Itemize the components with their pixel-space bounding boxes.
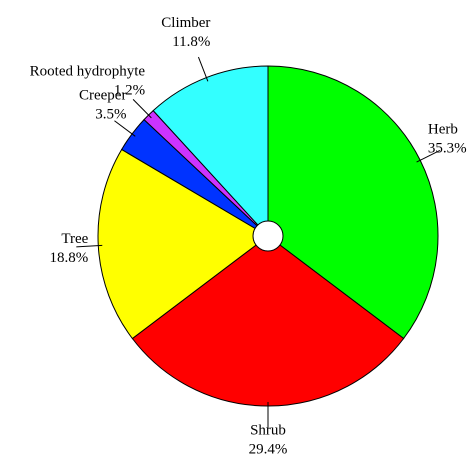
leader-line — [114, 120, 136, 137]
slice-value-label: 18.8% — [50, 250, 89, 266]
leader-line — [416, 150, 441, 163]
slice-label: Climber — [161, 15, 210, 31]
leader-line — [197, 56, 209, 82]
slice-label: Herb — [428, 121, 458, 137]
slice-value-label: 3.5% — [95, 107, 126, 123]
leader-line — [76, 244, 103, 248]
center-hole — [252, 220, 284, 252]
slice-label: Tree — [61, 231, 88, 247]
slice-label: Shrub — [250, 422, 286, 438]
leader-line — [132, 99, 152, 119]
slice-value-label: 35.3% — [428, 140, 467, 156]
slice-value-label: 11.8% — [172, 34, 210, 50]
slice-value-label: 1.2% — [114, 82, 145, 98]
slice-value-label: 29.4% — [249, 441, 288, 457]
slice-label: Creeper — [79, 88, 126, 104]
slice-label: Rooted hydrophyte — [30, 63, 146, 79]
